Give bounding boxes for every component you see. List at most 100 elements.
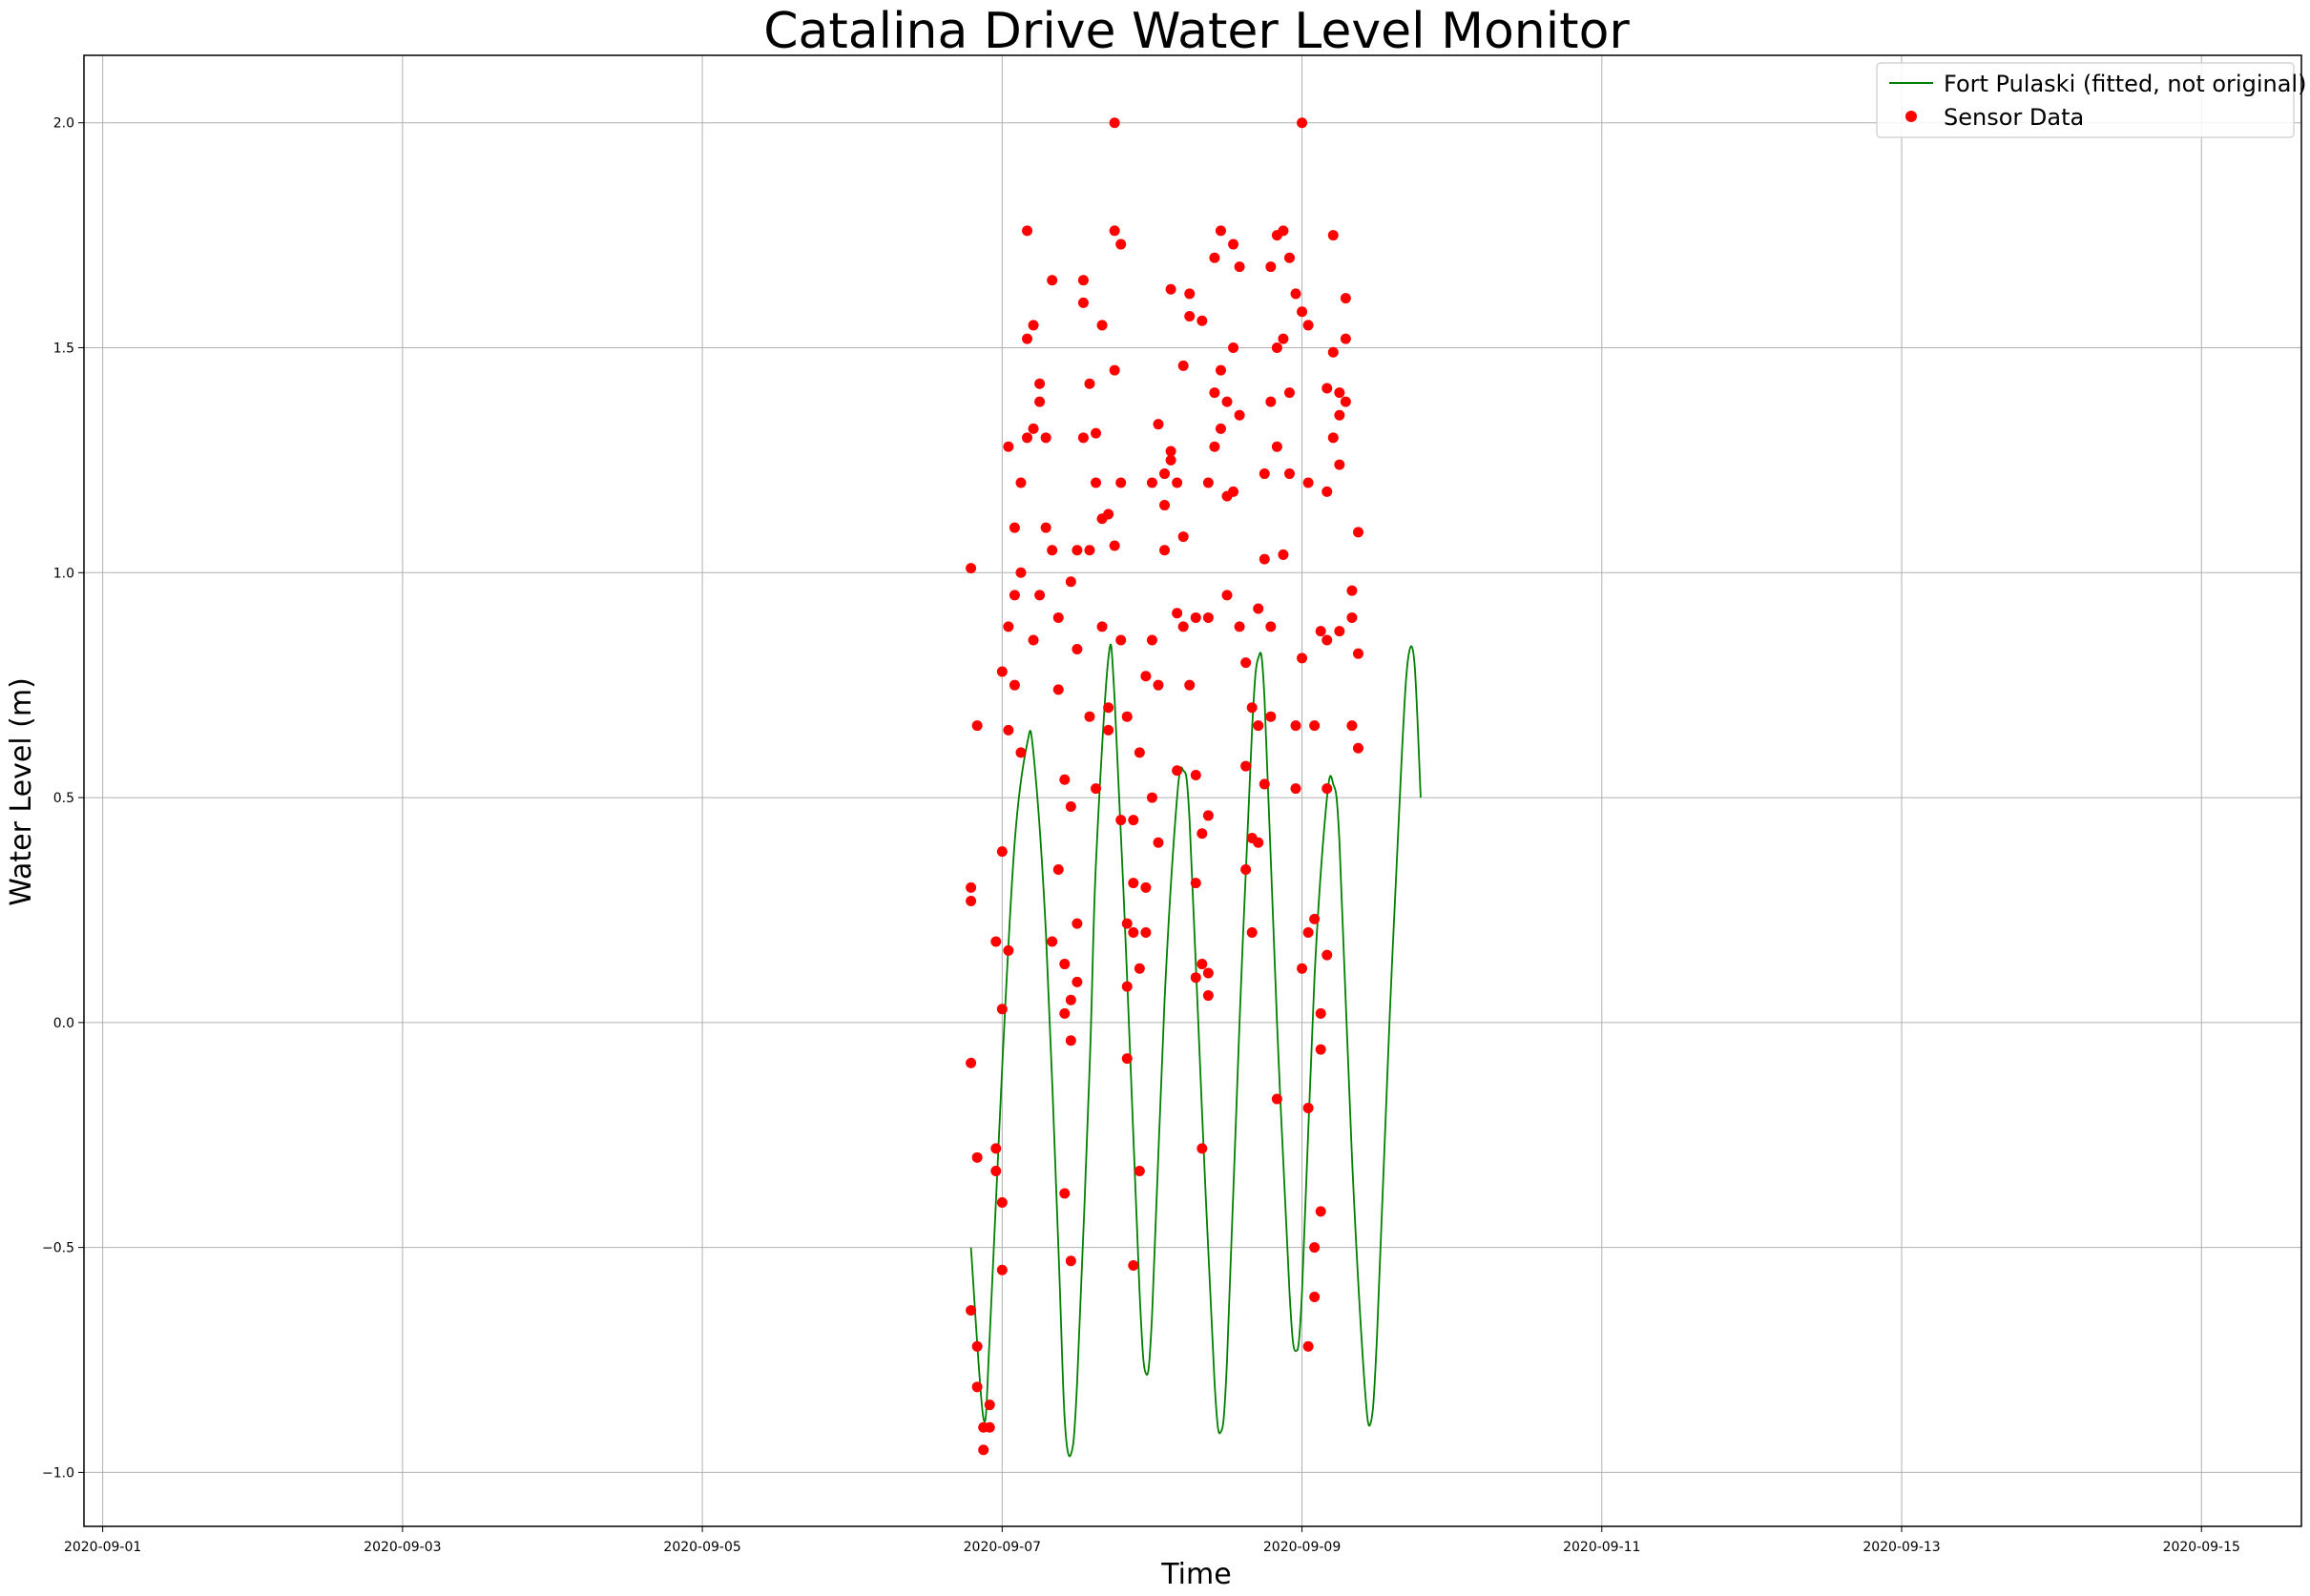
sensor-point — [1334, 387, 1345, 399]
sensor-point — [1115, 634, 1127, 646]
sensor-point — [1302, 927, 1314, 939]
sensor-point — [1009, 590, 1020, 601]
sensor-point — [996, 1264, 1008, 1275]
sensor-point — [1022, 333, 1033, 344]
sensor-point — [1140, 927, 1152, 939]
sensor-point — [1047, 545, 1058, 556]
sensor-point — [1134, 963, 1145, 974]
sensor-point — [1271, 342, 1282, 354]
sensor-point — [1177, 360, 1189, 371]
sensor-point — [1221, 396, 1233, 407]
sensor-point — [1084, 545, 1095, 556]
sensor-point — [1159, 545, 1171, 556]
sensor-point — [1059, 774, 1071, 785]
sensor-point — [1072, 976, 1083, 987]
sensor-point — [1327, 432, 1339, 444]
sensor-point — [1309, 720, 1321, 732]
sensor-point — [1259, 468, 1270, 480]
sensor-point — [1146, 792, 1157, 803]
sensor-point — [1172, 608, 1183, 619]
sensor-point — [1228, 486, 1239, 497]
y-tick-label: 1.5 — [53, 342, 74, 357]
sensor-point — [1040, 432, 1051, 444]
sensor-point — [996, 1004, 1008, 1015]
sensor-point — [1352, 742, 1363, 754]
sensor-point — [1197, 1143, 1208, 1154]
sensor-point — [966, 563, 977, 574]
sensor-point — [1153, 837, 1164, 848]
sensor-point — [990, 1165, 1002, 1176]
x-tick-label: 2020-09-13 — [1863, 1540, 1940, 1555]
sensor-point — [1297, 653, 1308, 664]
sensor-point — [1091, 477, 1102, 488]
sensor-point — [1003, 944, 1014, 956]
sensor-point — [1297, 963, 1308, 974]
sensor-point — [1146, 634, 1157, 646]
sensor-point — [1084, 378, 1095, 389]
y-tick-label: 1.0 — [53, 566, 74, 581]
x-tick-label: 2020-09-03 — [364, 1540, 441, 1555]
sensor-point — [1096, 621, 1108, 632]
x-tick-label: 2020-09-07 — [964, 1540, 1041, 1555]
sensor-point — [1340, 396, 1351, 407]
sensor-point — [1140, 671, 1152, 682]
sensor-point — [1103, 508, 1114, 520]
sensor-point — [971, 1151, 983, 1163]
chart-title: Catalina Drive Water Level Monitor — [763, 3, 1630, 60]
sensor-point — [1190, 972, 1201, 984]
sensor-point — [1052, 684, 1064, 695]
x-tick-label: 2020-09-05 — [663, 1540, 740, 1555]
sensor-point — [1278, 549, 1289, 560]
y-tick-label: 0.0 — [53, 1016, 74, 1031]
sensor-point — [1109, 225, 1120, 237]
sensor-point — [1334, 626, 1345, 637]
axis-ticks: 2020-09-01 2020-09-03 2020-09-05 2020-09-07… — [42, 116, 2240, 1555]
sensor-point — [1340, 293, 1351, 304]
sensor-point — [1065, 801, 1076, 813]
sensor-point — [1202, 611, 1214, 623]
sensor-point — [1327, 230, 1339, 241]
sensor-point — [1297, 117, 1308, 129]
sensor-point — [1321, 783, 1333, 795]
sensor-point — [971, 1381, 983, 1393]
sensor-point — [1240, 760, 1252, 772]
sensor-point — [990, 1143, 1002, 1154]
sensor-point — [1202, 967, 1214, 979]
sensor-point — [1015, 747, 1027, 758]
sensor-point — [966, 896, 977, 907]
sensor-point — [1153, 419, 1164, 430]
sensor-point — [1115, 477, 1127, 488]
y-tick-label: 2.0 — [53, 116, 74, 132]
sensor-point — [1072, 643, 1083, 654]
sensor-point — [1146, 477, 1157, 488]
sensor-point — [1240, 657, 1252, 669]
sensor-point — [966, 1057, 977, 1068]
sensor-point — [1253, 603, 1264, 614]
sensor-point — [1202, 810, 1214, 821]
sensor-point — [1302, 477, 1314, 488]
sensor-point — [1059, 1188, 1071, 1199]
sensor-point — [1121, 981, 1133, 992]
sensor-point — [1003, 441, 1014, 452]
sensor-point — [1015, 567, 1027, 578]
sensor-point — [1246, 927, 1258, 939]
sensor-point — [1047, 275, 1058, 286]
sensor-point — [1278, 225, 1289, 237]
sensor-point — [1072, 918, 1083, 929]
legend-fit-label: Fort Pulaski (fitted, not original) — [1944, 71, 2306, 97]
sensor-point — [1283, 252, 1295, 263]
sensor-point — [1077, 275, 1089, 286]
sensor-point — [1197, 959, 1208, 970]
sensor-point — [1003, 724, 1014, 736]
sensor-point — [1190, 878, 1201, 889]
sensor-point — [1202, 477, 1214, 488]
sensor-point — [1215, 364, 1226, 376]
sensor-point — [1190, 611, 1201, 623]
sensor-point — [1003, 621, 1014, 632]
sensor-point — [1184, 679, 1196, 691]
sensor-point — [1134, 747, 1145, 758]
sensor-point — [1121, 711, 1133, 722]
sensor-point — [1140, 881, 1152, 893]
sensor-point — [1103, 702, 1114, 714]
